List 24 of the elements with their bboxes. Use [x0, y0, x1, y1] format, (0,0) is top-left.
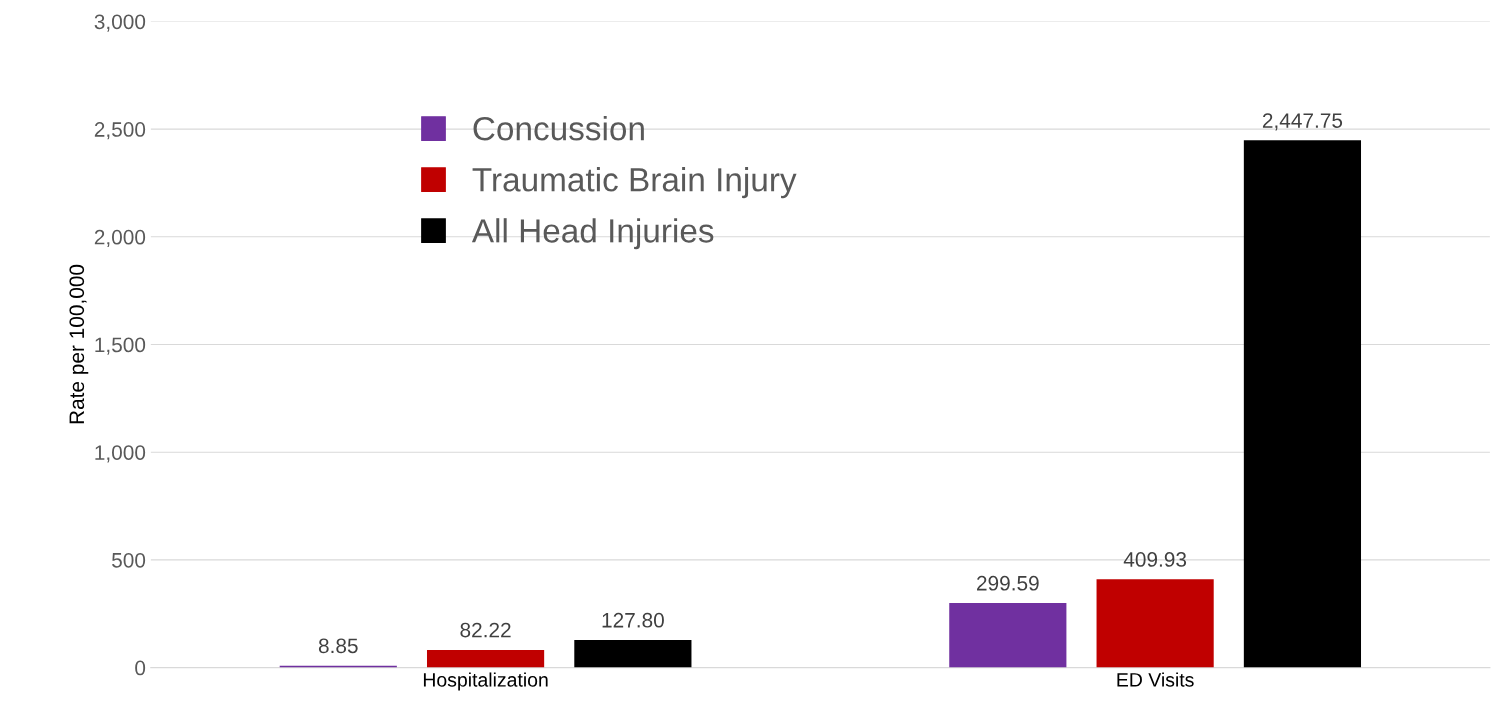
data-label: 409.93 — [1123, 552, 1187, 567]
y-tick-label: 0 — [135, 660, 146, 676]
legend-label: All Head Injuries — [471, 218, 714, 250]
bar — [574, 640, 692, 668]
y-tick-label: 3,000 — [94, 14, 146, 32]
data-label: 299.59 — [977, 575, 1039, 591]
bar — [1096, 579, 1214, 668]
data-label: 127.80 — [602, 612, 664, 628]
legend-label: Traumatic Brain Injury — [472, 167, 797, 199]
data-label: 8.85 — [318, 638, 358, 654]
bar — [426, 649, 545, 668]
bar — [1243, 140, 1362, 668]
data-label: 2,447.75 — [1262, 113, 1343, 131]
y-axis-title: Rate per 100,000 — [69, 264, 89, 424]
y-tick-label: 2,500 — [94, 122, 146, 140]
y-tick-label: 2,000 — [94, 229, 146, 248]
legend-label: Concussion — [473, 116, 644, 141]
data-label: 82.22 — [460, 622, 511, 638]
y-tick-label: 1,500 — [95, 337, 146, 355]
y-tick-label: 1,000 — [95, 445, 146, 463]
y-tick-label: 500 — [112, 552, 146, 568]
x-tick-label: Hospitalization — [423, 672, 548, 691]
x-tick-label: ED Visits — [1117, 672, 1194, 687]
bar — [949, 603, 1067, 668]
